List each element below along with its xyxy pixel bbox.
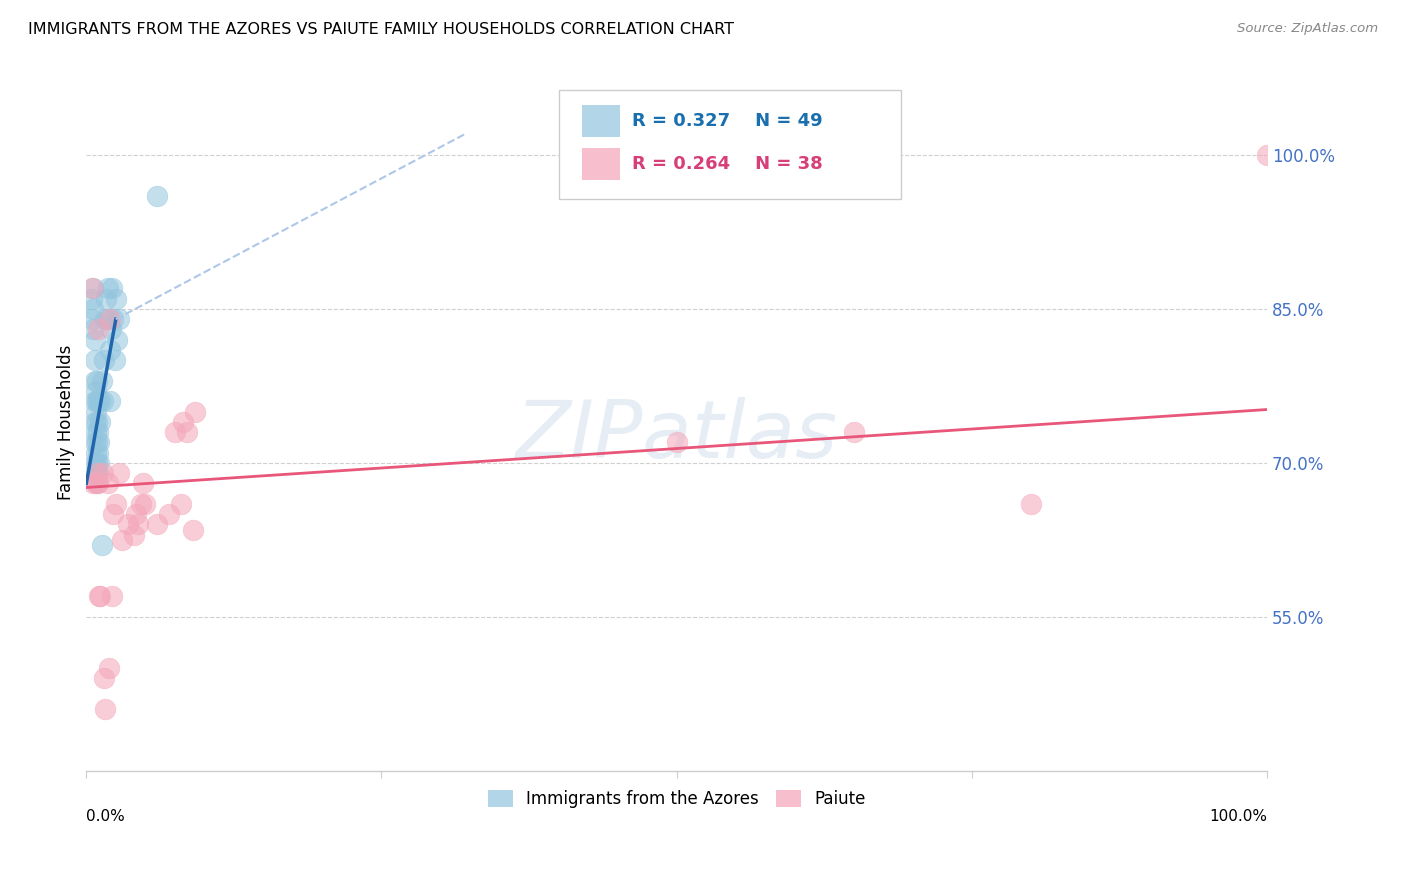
Point xyxy=(84,466,107,480)
Point xyxy=(108,466,131,480)
Point xyxy=(87,322,110,336)
Point xyxy=(104,292,127,306)
Point xyxy=(157,507,180,521)
FancyBboxPatch shape xyxy=(558,90,901,199)
Point xyxy=(86,435,108,450)
Point xyxy=(82,292,104,306)
Point xyxy=(87,425,110,439)
Point xyxy=(83,353,105,368)
Point xyxy=(176,425,198,439)
Point xyxy=(83,374,105,388)
Point xyxy=(91,466,114,480)
Point xyxy=(101,589,124,603)
Point xyxy=(86,476,108,491)
Legend: Immigrants from the Azores, Paiute: Immigrants from the Azores, Paiute xyxy=(481,783,872,814)
Point xyxy=(103,507,125,521)
Point xyxy=(98,394,121,409)
Point xyxy=(100,322,122,336)
Point xyxy=(665,435,688,450)
Text: ZIPatlas: ZIPatlas xyxy=(516,397,838,475)
Point xyxy=(90,538,112,552)
Point xyxy=(87,476,110,491)
Point xyxy=(96,476,118,491)
Point xyxy=(82,281,104,295)
Text: R = 0.327    N = 49: R = 0.327 N = 49 xyxy=(631,112,823,130)
FancyBboxPatch shape xyxy=(582,148,620,180)
Point xyxy=(127,517,149,532)
Point xyxy=(89,394,111,409)
Point xyxy=(83,435,105,450)
Point xyxy=(101,281,124,295)
Point xyxy=(89,435,111,450)
Point xyxy=(82,322,104,336)
Point xyxy=(146,189,169,203)
Point xyxy=(84,445,107,459)
Point xyxy=(86,394,108,409)
Point xyxy=(96,281,118,295)
Point xyxy=(82,281,104,295)
Point xyxy=(97,312,120,326)
Text: IMMIGRANTS FROM THE AZORES VS PAIUTE FAMILY HOUSEHOLDS CORRELATION CHART: IMMIGRANTS FROM THE AZORES VS PAIUTE FAM… xyxy=(28,22,734,37)
Point xyxy=(104,353,127,368)
Point xyxy=(82,301,104,316)
Point xyxy=(89,589,111,603)
Point xyxy=(87,445,110,459)
Point xyxy=(86,374,108,388)
Text: Source: ZipAtlas.com: Source: ZipAtlas.com xyxy=(1237,22,1378,36)
Point xyxy=(89,415,111,429)
Point xyxy=(132,476,155,491)
Point xyxy=(163,425,186,439)
Point xyxy=(83,456,105,470)
Point xyxy=(134,497,156,511)
Point xyxy=(172,415,194,429)
Point xyxy=(86,466,108,480)
Point xyxy=(84,476,107,491)
Point xyxy=(93,671,115,685)
Point xyxy=(170,497,193,511)
Point xyxy=(146,517,169,532)
Point xyxy=(89,456,111,470)
Point xyxy=(82,476,104,491)
Y-axis label: Family Households: Family Households xyxy=(58,344,75,500)
Point xyxy=(104,497,127,511)
FancyBboxPatch shape xyxy=(582,105,620,137)
Point xyxy=(98,312,121,326)
Point xyxy=(97,661,120,675)
Point xyxy=(94,312,117,326)
Point xyxy=(84,425,107,439)
Point xyxy=(105,333,128,347)
Point xyxy=(87,394,110,409)
Point xyxy=(125,507,148,521)
Point xyxy=(184,404,207,418)
Point xyxy=(84,404,107,418)
Point xyxy=(89,589,111,603)
Point xyxy=(98,343,121,357)
Point xyxy=(1256,148,1278,162)
Point xyxy=(129,497,152,511)
Point xyxy=(1019,497,1042,511)
Point xyxy=(90,374,112,388)
Point xyxy=(103,312,125,326)
Point xyxy=(181,523,204,537)
Point xyxy=(84,384,107,398)
Point xyxy=(842,425,865,439)
Point xyxy=(111,533,134,547)
Point xyxy=(82,312,104,326)
Point xyxy=(86,415,108,429)
Text: R = 0.264    N = 38: R = 0.264 N = 38 xyxy=(631,155,823,173)
Point xyxy=(83,394,105,409)
Point xyxy=(122,527,145,541)
Text: 100.0%: 100.0% xyxy=(1209,809,1267,824)
Point xyxy=(86,456,108,470)
Point xyxy=(91,394,114,409)
Text: 0.0%: 0.0% xyxy=(86,809,125,824)
Point xyxy=(83,333,105,347)
Point xyxy=(87,466,110,480)
Point xyxy=(108,312,131,326)
Point xyxy=(83,415,105,429)
Point xyxy=(93,353,115,368)
Point xyxy=(94,702,117,716)
Point xyxy=(96,292,118,306)
Point xyxy=(117,517,139,532)
